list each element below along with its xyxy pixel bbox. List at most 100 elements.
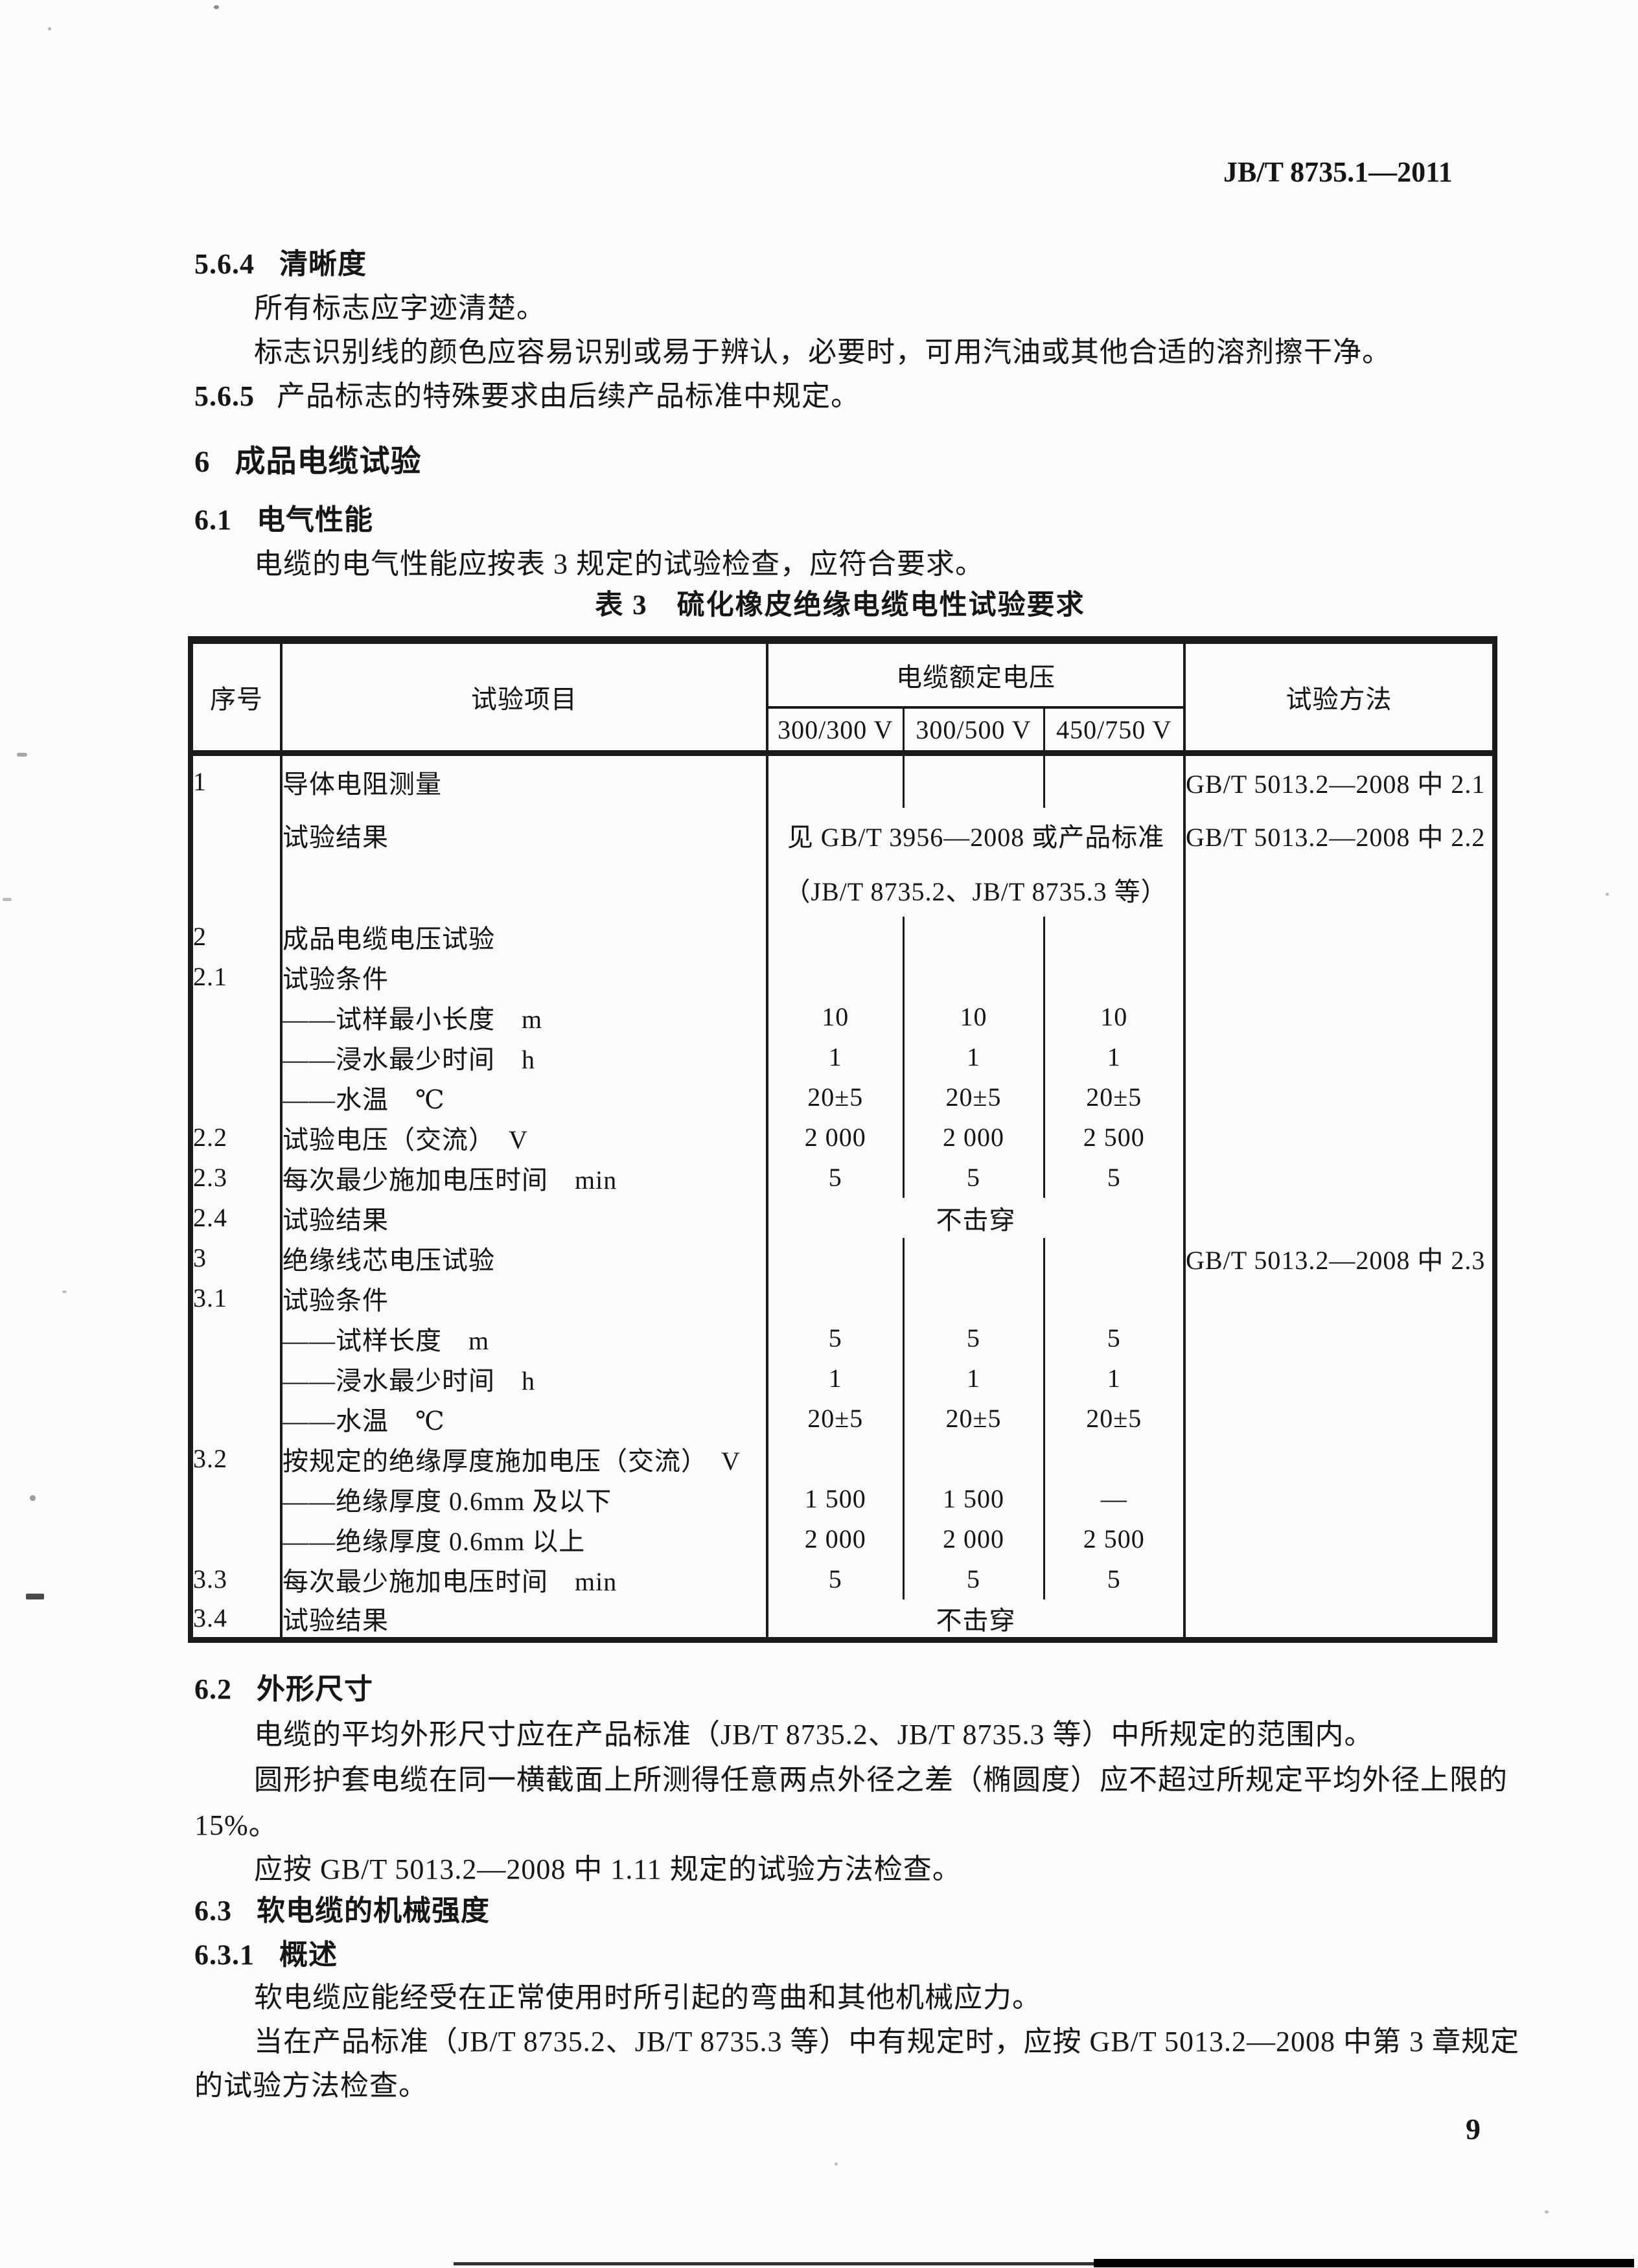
paragraph: 的试验方法检查。: [194, 2070, 428, 2102]
table-row: 试验结果见 GB/T 3956—2008 或产品标准 GB/T 5013.2—20…: [190, 807, 1495, 862]
header-seq: 序号: [210, 685, 263, 714]
header-voltage-1: 300/300 V: [766, 707, 903, 753]
row-value-3: 1: [1043, 1037, 1185, 1077]
row-method: [1183, 1599, 1495, 1640]
row-method: [1183, 862, 1495, 917]
clause-number: 5.6.5: [194, 380, 255, 412]
row-value-2: 10: [902, 996, 1044, 1037]
row-value-1: [766, 1438, 903, 1479]
row-method: [1183, 1478, 1495, 1519]
row-item: ——水温 ℃: [280, 1398, 767, 1439]
row-seq: [190, 1318, 281, 1358]
row-value-3: [1043, 1438, 1185, 1479]
clause-title: 外形尺寸: [257, 1673, 373, 1705]
row-seq: [190, 1037, 281, 1077]
row-value-3: 2 500: [1043, 1518, 1185, 1559]
row-value-1: 20±5: [766, 1398, 903, 1439]
row-value-1: 5: [766, 1157, 903, 1198]
row-item: 试验电压（交流） V: [280, 1117, 767, 1158]
row-seq: [190, 1519, 281, 1559]
header-voltage-2: 300/500 V: [902, 707, 1044, 753]
row-method: [1183, 1077, 1495, 1117]
clause-title: 概述: [279, 1939, 338, 1971]
row-item: 导体电阻测量: [280, 753, 767, 808]
row-seq: [190, 1479, 281, 1519]
row-value-3: 1: [1043, 1358, 1185, 1399]
scan-speck: [48, 27, 51, 30]
paragraph: 所有标志应字迹清楚。: [254, 292, 546, 324]
row-seq: 2.3: [193, 1163, 227, 1192]
scan-speck: [62, 1290, 67, 1293]
paragraph: 应按 GB/T 5013.2—2008 中 1.11 规定的试验方法检查。: [254, 1853, 962, 1885]
row-value-3: [1043, 916, 1185, 957]
doc-number: JB/T 8735.1—2011: [1223, 156, 1453, 188]
row-value-2: [902, 1438, 1044, 1479]
row-value-3: 20±5: [1043, 1398, 1185, 1439]
row-value-1: 1: [766, 1037, 903, 1077]
row-value-1: 2 000: [766, 1117, 903, 1158]
row-value-1: [766, 956, 903, 997]
row-value-1: [766, 753, 903, 808]
table-row: ——水温 ℃ 20±5 20±5 20±5: [190, 1077, 1495, 1117]
row-seq: [190, 808, 281, 862]
scan-bottom-line: [454, 2262, 1102, 2265]
row-value-3: [1043, 1237, 1185, 1278]
row-method: [1183, 1398, 1495, 1439]
row-method: GB/T 5013.2—2008 中 2.2: [1183, 807, 1495, 862]
row-item: 绝缘线芯电压试验: [280, 1237, 767, 1278]
row-value-1: [766, 916, 903, 957]
row-value-1: 5: [766, 1559, 903, 1599]
clause-title: 成品电缆试验: [235, 445, 422, 479]
row-value-2: 1 500: [902, 1478, 1044, 1519]
row-value-3: [1043, 956, 1185, 997]
row-value-1: 5: [766, 1318, 903, 1358]
row-value-3: [1043, 753, 1185, 808]
clause-number: 6.3.1: [194, 1939, 255, 1971]
row-span-value: 不击穿: [765, 1197, 1185, 1238]
clause-61-heading: 6.1 电气性能: [194, 502, 373, 538]
scan-bottom-bar: [1094, 2259, 1634, 2267]
header-voltage-3: 450/750 V: [1043, 707, 1185, 753]
row-seq: 3.4: [193, 1603, 227, 1632]
row-seq: [190, 1077, 281, 1117]
row-seq: 2.4: [193, 1203, 227, 1232]
row-item: 成品电缆电压试验: [280, 916, 767, 957]
scan-speck: [17, 753, 27, 757]
clause-564-heading: 5.6.4 清晰度: [194, 246, 367, 282]
header-voltage-group: 电缆额定电压: [765, 640, 1185, 709]
row-value-3: —: [1043, 1478, 1185, 1519]
paragraph: 标志识别线的颜色应容易识别或易于辨认，必要时，可用汽油或其他合适的溶剂擦干净。: [254, 336, 1391, 368]
row-method: GB/T 5013.2—2008 中 2.1: [1183, 753, 1495, 808]
row-value-3: [1043, 1277, 1185, 1318]
scan-speck: [1606, 893, 1609, 896]
row-value-3: 20±5: [1043, 1077, 1185, 1117]
clause-title: 清晰度: [279, 248, 367, 280]
row-value-2: 5: [902, 1318, 1044, 1358]
clause-number: 6.2: [194, 1673, 232, 1705]
row-value-1: 2 000: [766, 1518, 903, 1559]
clause-63-heading: 6.3 软电缆的机械强度: [194, 1893, 490, 1929]
row-method: [1183, 1037, 1495, 1077]
header-method: 试验方法: [1183, 640, 1495, 753]
scan-speck: [835, 2162, 838, 2166]
row-method: [1183, 1277, 1495, 1318]
row-value-2: [902, 956, 1044, 997]
table-row: ——试样最小长度 m 10 10 10: [190, 996, 1495, 1037]
row-seq: [190, 1399, 281, 1439]
row-method: [1183, 1518, 1495, 1559]
row-value-3: 5: [1043, 1157, 1185, 1198]
paragraph: 软电缆应能经受在正常使用时所引起的弯曲和其他机械应力。: [254, 1982, 1041, 2013]
row-seq: 3: [193, 1243, 207, 1272]
row-item: ——浸水最少时间 h: [280, 1358, 767, 1399]
row-method: [1183, 1318, 1495, 1358]
row-value-2: 20±5: [902, 1077, 1044, 1117]
row-value-1: 10: [766, 996, 903, 1037]
row-method: [1183, 1358, 1495, 1399]
row-item: [280, 862, 767, 917]
row-item: ——浸水最少时间 h: [280, 1037, 767, 1077]
row-item: 试验条件: [280, 1277, 767, 1318]
row-value-1: 20±5: [766, 1077, 903, 1117]
